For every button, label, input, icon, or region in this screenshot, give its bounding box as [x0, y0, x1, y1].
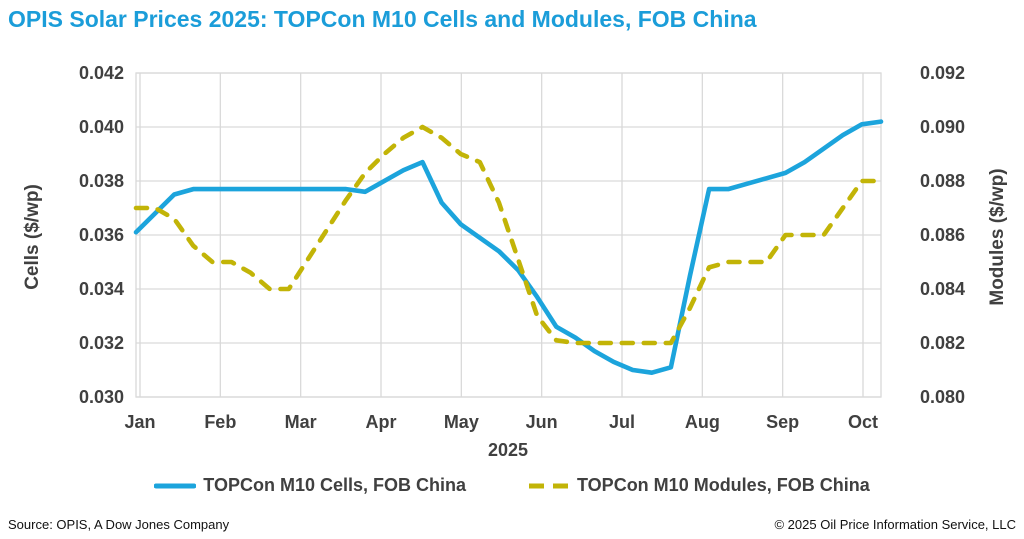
y-axis-tick-right: 0.088: [920, 171, 966, 191]
legend-label-cells: TOPCon M10 Cells, FOB China: [203, 475, 467, 495]
y-axis-tick-right: 0.092: [920, 63, 966, 83]
chart-title: OPIS Solar Prices 2025: TOPCon M10 Cells…: [8, 6, 757, 32]
footer: Source: OPIS, A Dow Jones Company © 2025…: [0, 514, 1024, 539]
x-axis-tick: Jan: [124, 412, 156, 432]
legend-item-modules: TOPCon M10 Modules, FOB China: [528, 475, 870, 496]
modules-line-swatch-icon: [529, 483, 570, 488]
x-axis-tick: Jul: [608, 412, 635, 432]
y-axis-tick-right: 0.090: [920, 117, 966, 137]
y-axis-tick-right: 0.084: [920, 279, 966, 299]
y-axis-tick-left: 0.042: [78, 63, 124, 83]
x-axis-tick: Aug: [684, 412, 720, 432]
y-axis-tick-left: 0.036: [78, 225, 124, 245]
y-axis-tick-left: 0.040: [78, 117, 124, 137]
y-axis-tick-left: 0.038: [78, 171, 124, 191]
x-axis-year-label: 2025: [487, 440, 529, 460]
y-axis-tick-right: 0.082: [920, 333, 966, 353]
legend: TOPCon M10 Cells, FOB China TOPCon M10 M…: [0, 475, 1024, 496]
cells-line-swatch-icon: [154, 483, 197, 488]
x-axis-tick: Feb: [204, 412, 237, 432]
y-axis-tick-left: 0.030: [78, 387, 124, 407]
x-axis-tick: Sep: [766, 412, 800, 432]
legend-label-modules: TOPCon M10 Modules, FOB China: [577, 475, 870, 495]
modules-series-line: [133, 124, 884, 346]
x-axis-tick: Mar: [284, 412, 317, 432]
y-axis-tick-right: 0.080: [920, 387, 966, 407]
source-text: Source: OPIS, A Dow Jones Company: [8, 517, 230, 532]
cells-series-line: [133, 119, 884, 376]
y-axis-tick-left: 0.034: [78, 279, 124, 299]
x-axis-tick: Oct: [847, 412, 878, 432]
x-axis-tick: Jun: [525, 412, 558, 432]
x-axis-tick: Apr: [365, 412, 397, 432]
copyright-text: © 2025 Oil Price Information Service, LL…: [774, 517, 1016, 532]
x-axis-tick: May: [443, 412, 479, 432]
legend-item-cells: TOPCon M10 Cells, FOB China: [154, 475, 466, 496]
y-axis-tick-right: 0.086: [920, 225, 966, 245]
y-axis-tick-left: 0.032: [78, 333, 124, 353]
